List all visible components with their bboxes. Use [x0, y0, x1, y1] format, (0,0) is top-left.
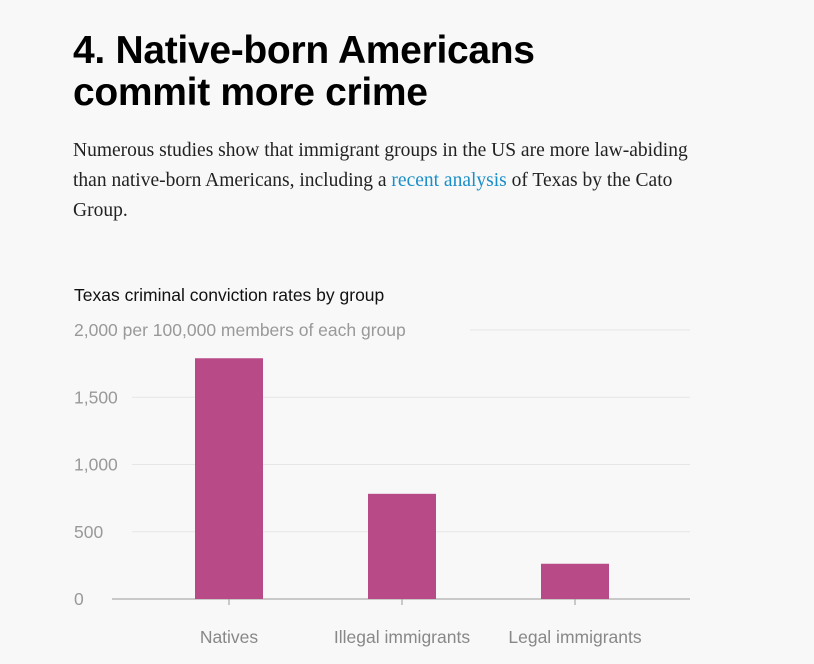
chart-title: Texas criminal conviction rates by group	[74, 285, 385, 305]
y-tick-label: 2,000 per 100,000 members of each group	[74, 320, 406, 340]
lede-paragraph: Numerous studies show that immigrant gro…	[73, 136, 693, 226]
lede-text-after: of Texas by the Cato Group.	[73, 170, 673, 221]
heading-line-2: commit more crime	[73, 71, 428, 114]
lede-text-before: Numerous studies show that immigrant gro…	[73, 140, 688, 191]
bar-legal-immigrants	[541, 563, 609, 599]
y-tick-label: 0	[74, 589, 84, 609]
section-heading: 4. Native-born Americans commit more cri…	[73, 30, 693, 114]
x-category-label: Natives	[200, 627, 259, 647]
article: 4. Native-born Americans commit more cri…	[73, 30, 693, 226]
heading-line-1: 4. Native-born Americans	[73, 29, 535, 72]
bar-illegal-immigrants	[368, 493, 436, 599]
y-tick-label: 1,000	[74, 455, 118, 475]
y-tick-label: 1,500	[74, 387, 118, 407]
bar-natives	[195, 358, 263, 599]
x-category-label: Illegal immigrants	[334, 627, 470, 647]
x-category-label: Legal immigrants	[508, 627, 641, 647]
recent-analysis-link[interactable]: recent analysis	[391, 170, 507, 191]
y-tick-label: 500	[74, 522, 103, 542]
